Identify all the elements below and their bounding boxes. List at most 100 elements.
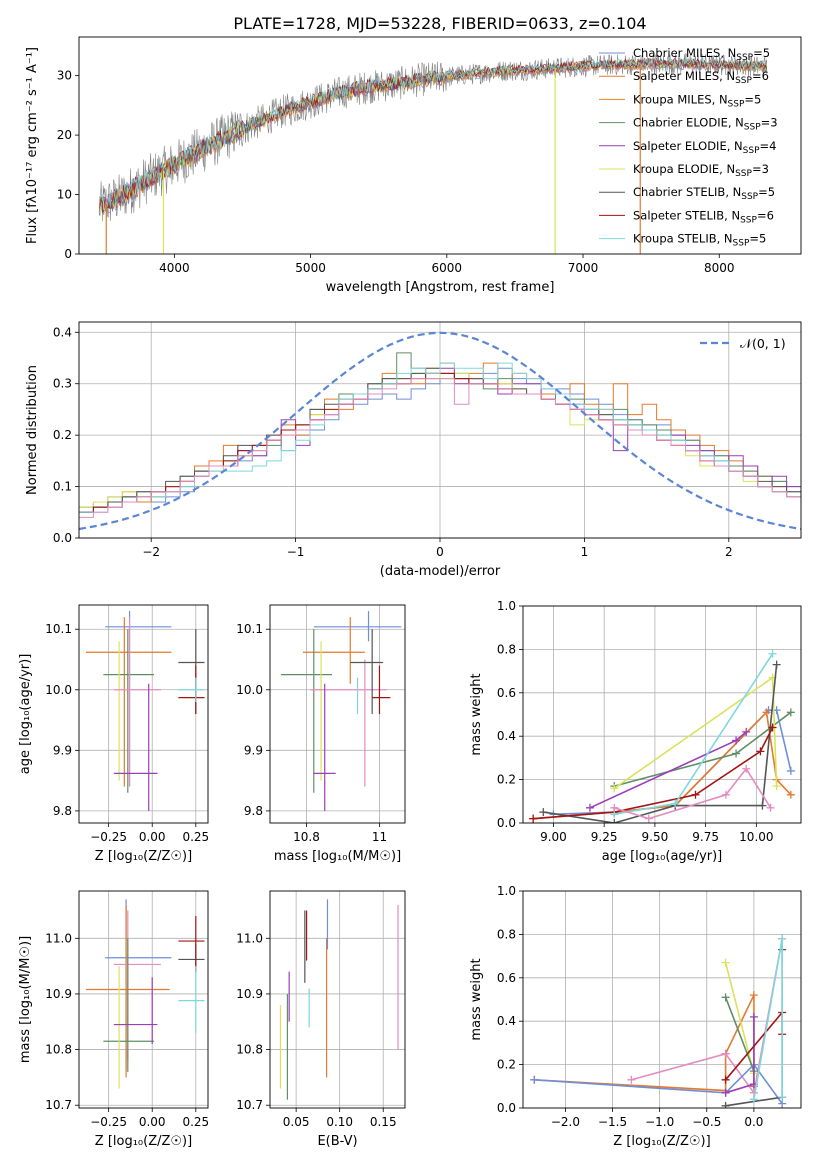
x-axis-label: wavelength [Angstrom, rest frame] — [326, 280, 555, 295]
y-tick-label: 9.8 — [53, 804, 72, 818]
x-axis-label: age [log₁₀(age/yr)] — [602, 849, 723, 864]
y-tick-label: 0.3 — [53, 377, 72, 391]
histogram-series-salpeter_miles — [79, 362, 801, 513]
y-tick-label: 0.0 — [497, 816, 516, 830]
gaussian-curve — [79, 331, 801, 531]
weight-point-marker — [610, 784, 619, 793]
legend-entry-suffix: =4 — [760, 139, 777, 153]
legend-entry-suffix: =5 — [744, 92, 761, 106]
legend-entry-subscript: SSP — [736, 53, 753, 63]
y-tick-label: 0.6 — [497, 971, 516, 985]
weight-point-marker — [732, 749, 741, 758]
histogram-series-kroupa_stelib — [79, 362, 801, 513]
x-axis-label: (data-model)/error — [380, 564, 501, 579]
legend-entry: Salpeter MILES, NSSP=6 — [633, 69, 769, 86]
legend-entry: Salpeter STELIB, NSSP=6 — [633, 208, 774, 225]
x-axis-label: Z [log₁₀(Z/Z☉)] — [95, 849, 192, 864]
legend-entry-subscript: SSP — [735, 169, 752, 179]
axes-border — [269, 890, 406, 1109]
plot-area — [529, 649, 795, 823]
x-tick-label: 0.05 — [283, 1115, 310, 1129]
chart-weight_vs_age: 9.00 9.25 9.50 9.75 10.00 0.0 0.2 0.4 0.6 0.8 1.0 a… — [469, 599, 802, 864]
x-tick-label: 10.8 — [293, 830, 320, 844]
y-tick-label: 10.1 — [236, 622, 263, 636]
errorbar-kroupa_elodie — [113, 966, 127, 1089]
y-tick-label: 9.9 — [244, 743, 263, 757]
chart-mass_vs_ebv: 0.05 0.10 0.15 10.7 10.8 10.9 11.0 E(B-V) — [236, 890, 406, 1149]
x-tick-label: −2.0 — [551, 1115, 580, 1129]
axes-border — [522, 605, 802, 824]
weight-series-kroupa_stelib — [753, 938, 783, 1100]
y-axis-label: mass weight — [469, 958, 484, 1040]
legend-entry: Chabrier MILES, NSSP=5 — [633, 46, 770, 63]
weight-point-marker — [786, 708, 795, 717]
errorbar-chabrier_stelib — [178, 943, 205, 972]
x-tick-label: −1.0 — [645, 1115, 674, 1129]
x-tick-label: 0.25 — [182, 1115, 209, 1129]
plot-area — [99, 52, 768, 254]
legend-entry: Kroupa MILES, NSSP=5 — [633, 92, 761, 109]
y-tick-label: 10.0 — [236, 683, 263, 697]
y-tick-label: 0.2 — [497, 1058, 516, 1072]
weight-point-marker — [786, 766, 795, 775]
legend-entry-subscript: SSP — [741, 192, 758, 202]
legend-entry-subscript: SSP — [744, 123, 761, 133]
axes-border — [78, 604, 209, 824]
y-tick-label: 0.8 — [497, 927, 516, 941]
weight-point-marker — [742, 764, 751, 773]
legend-entry-label: Chabrier ELODIE, N — [633, 116, 744, 130]
x-tick-label: 0 — [436, 545, 444, 559]
weight-point-marker — [742, 727, 751, 736]
y-tick-label: 10.7 — [236, 1098, 263, 1112]
x-tick-label: 0.00 — [139, 1115, 166, 1129]
x-axis-label: E(B-V) — [317, 1134, 357, 1149]
weight-point-marker — [762, 708, 771, 717]
errorbar-extra_pink — [113, 910, 161, 1061]
errorbar-salpeter_stelib — [372, 665, 391, 714]
plot-area — [79, 331, 801, 531]
y-tick-label: 30 — [57, 69, 72, 83]
weight-point-marker — [644, 814, 653, 823]
histogram-series-extra_pink — [79, 378, 801, 518]
weight-point-marker — [585, 803, 594, 812]
errorbar-chabrier_miles — [105, 611, 172, 787]
figure-title: PLATE=1728, MJD=53228, FIBERID=0633, z=0… — [233, 14, 646, 33]
legend-entry: Salpeter ELODIE, NSSP=4 — [633, 139, 776, 156]
weight-series-kroupa_stelib — [614, 653, 774, 816]
y-tick-label: 0.2 — [53, 428, 72, 442]
y-tick-label: 10.7 — [45, 1098, 72, 1112]
errorbar-chabrier_elodie — [103, 629, 154, 793]
y-tick-label: 9.9 — [53, 743, 72, 757]
errorbar-chabrier_miles — [105, 899, 172, 1072]
x-tick-label: 7000 — [568, 261, 599, 275]
y-tick-label: 0.4 — [497, 729, 516, 743]
axes-frame: −2.0 −1.5 −1.0 −0.5 0.0 0.0 0.2 0.4 0.6 0.8 1.0 Z [… — [469, 884, 802, 1149]
histogram-series-chabrier_elodie — [79, 352, 801, 508]
errorbar-chabrier_stelib — [350, 629, 384, 714]
axes-border — [269, 604, 406, 824]
weight-point-marker — [768, 723, 777, 732]
weight-point-marker — [529, 814, 538, 823]
weight-series-chabrier_miles — [534, 1063, 783, 1105]
y-tick-label: 0.4 — [497, 1014, 516, 1028]
legend-entry-suffix: =5 — [749, 232, 766, 246]
legend-entry-suffix: =3 — [752, 162, 769, 176]
legend-entry-label: Chabrier MILES, N — [633, 46, 736, 60]
axes-frame: 4000 5000 6000 7000 8000 0 10 20 30 wavelength [A… — [25, 36, 802, 295]
errorbar-salpeter_elodie — [313, 683, 336, 811]
y-axis-label: age [log₁₀(age/yr)] — [18, 654, 33, 775]
errorbar-kroupa_stelib — [178, 677, 205, 702]
legend-entry-label: Salpeter MILES, N — [633, 69, 735, 83]
y-tick-label: 0.0 — [497, 1101, 516, 1115]
x-tick-label: 9.25 — [591, 830, 618, 844]
x-axis-label: Z [log₁₀(Z/Z☉)] — [95, 1134, 192, 1149]
weight-point-marker — [721, 1075, 730, 1084]
x-tick-label: 0.15 — [370, 1115, 397, 1129]
weight-point-marker — [627, 1075, 636, 1084]
weight-series-kroupa_elodie — [724, 962, 755, 1074]
chart-age_vs_Z: −0.25 0.00 0.25 9.8 9.9 10.0 10.1 Z [log₁₀(Z/Z☉… — [18, 604, 209, 864]
y-tick-label: 10.1 — [45, 622, 72, 636]
axes-border — [78, 321, 802, 539]
